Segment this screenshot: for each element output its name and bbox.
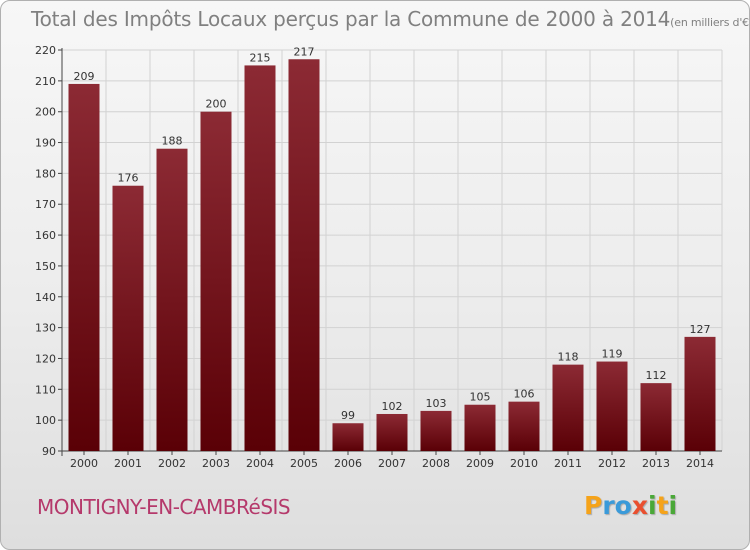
x-tick-label: 2011: [554, 457, 582, 470]
x-tick-label: 2003: [202, 457, 230, 470]
y-tick-label: 160: [35, 229, 56, 242]
x-tick-label: 2004: [246, 457, 274, 470]
bar-value-label: 105: [470, 391, 491, 404]
x-tick-label: 2014: [686, 457, 714, 470]
y-tick-label: 180: [35, 167, 56, 180]
bar: [244, 65, 276, 451]
x-tick-label: 2013: [642, 457, 670, 470]
y-tick-label: 200: [35, 106, 56, 119]
y-tick-label: 90: [42, 445, 56, 458]
bar-value-label: 99: [341, 409, 355, 422]
bar-value-label: 118: [558, 351, 579, 364]
bar-value-label: 119: [602, 348, 623, 361]
bar-layer: [68, 59, 716, 451]
chart-title: Total des Impôts Locaux perçus par la Co…: [31, 7, 750, 31]
bar: [684, 336, 716, 451]
bar: [552, 364, 584, 451]
y-tick-label: 190: [35, 137, 56, 150]
commune-name: MONTIGNY-EN-CAMBRéSIS: [37, 495, 291, 519]
y-tick-label: 100: [35, 414, 56, 427]
bar-value-label: 200: [206, 98, 227, 111]
bar-value-label: 217: [294, 45, 315, 58]
chart-title-text: Total des Impôts Locaux perçus par la Co…: [31, 7, 671, 31]
x-tick-label: 2012: [598, 457, 626, 470]
bar: [200, 111, 232, 451]
y-tick-label: 140: [35, 291, 56, 304]
y-tick-label: 110: [35, 383, 56, 396]
x-tick-label: 2008: [422, 457, 450, 470]
bar-value-label: 127: [690, 323, 711, 336]
bar: [156, 148, 188, 451]
proxiti-logo[interactable]: Proxiti: [584, 491, 678, 520]
bar: [640, 383, 672, 451]
y-tick-label: 120: [35, 352, 56, 365]
bar: [332, 423, 364, 451]
bar: [112, 185, 144, 451]
bar-value-label: 188: [162, 135, 183, 148]
x-tick-label: 2009: [466, 457, 494, 470]
x-tick-label: 2010: [510, 457, 538, 470]
bar: [68, 83, 100, 451]
bar: [464, 404, 496, 451]
x-tick-label: 2007: [378, 457, 406, 470]
bar: [508, 401, 540, 451]
y-tick-label: 130: [35, 322, 56, 335]
bar: [376, 413, 408, 451]
bar-value-label: 102: [382, 400, 403, 413]
bar-value-label: 112: [646, 369, 667, 382]
x-tick-label: 2005: [290, 457, 318, 470]
x-tick-label: 2000: [70, 457, 98, 470]
y-tick-label: 220: [35, 44, 56, 57]
bar-value-label: 209: [74, 70, 95, 83]
bar: [420, 410, 452, 451]
y-tick-label: 210: [35, 75, 56, 88]
bar-value-label: 176: [118, 172, 139, 185]
x-tick-label: 2002: [158, 457, 186, 470]
bar-value-label: 106: [514, 388, 535, 401]
bar: [288, 59, 320, 451]
bar: [596, 361, 628, 451]
label-layer: 209 176 188 200 215 217 99 102 103 105 106 118 119 11…: [74, 45, 711, 422]
x-tick-label: 2001: [114, 457, 142, 470]
chart-unit: (en milliers d'€): [670, 16, 750, 29]
y-tick-label: 170: [35, 198, 56, 211]
x-tick-label: 2006: [334, 457, 362, 470]
axis-layer: 9010011012013014015016017018019020021022…: [35, 44, 722, 470]
bar-value-label: 215: [250, 51, 271, 64]
y-tick-label: 150: [35, 260, 56, 273]
bar-value-label: 103: [426, 397, 447, 410]
